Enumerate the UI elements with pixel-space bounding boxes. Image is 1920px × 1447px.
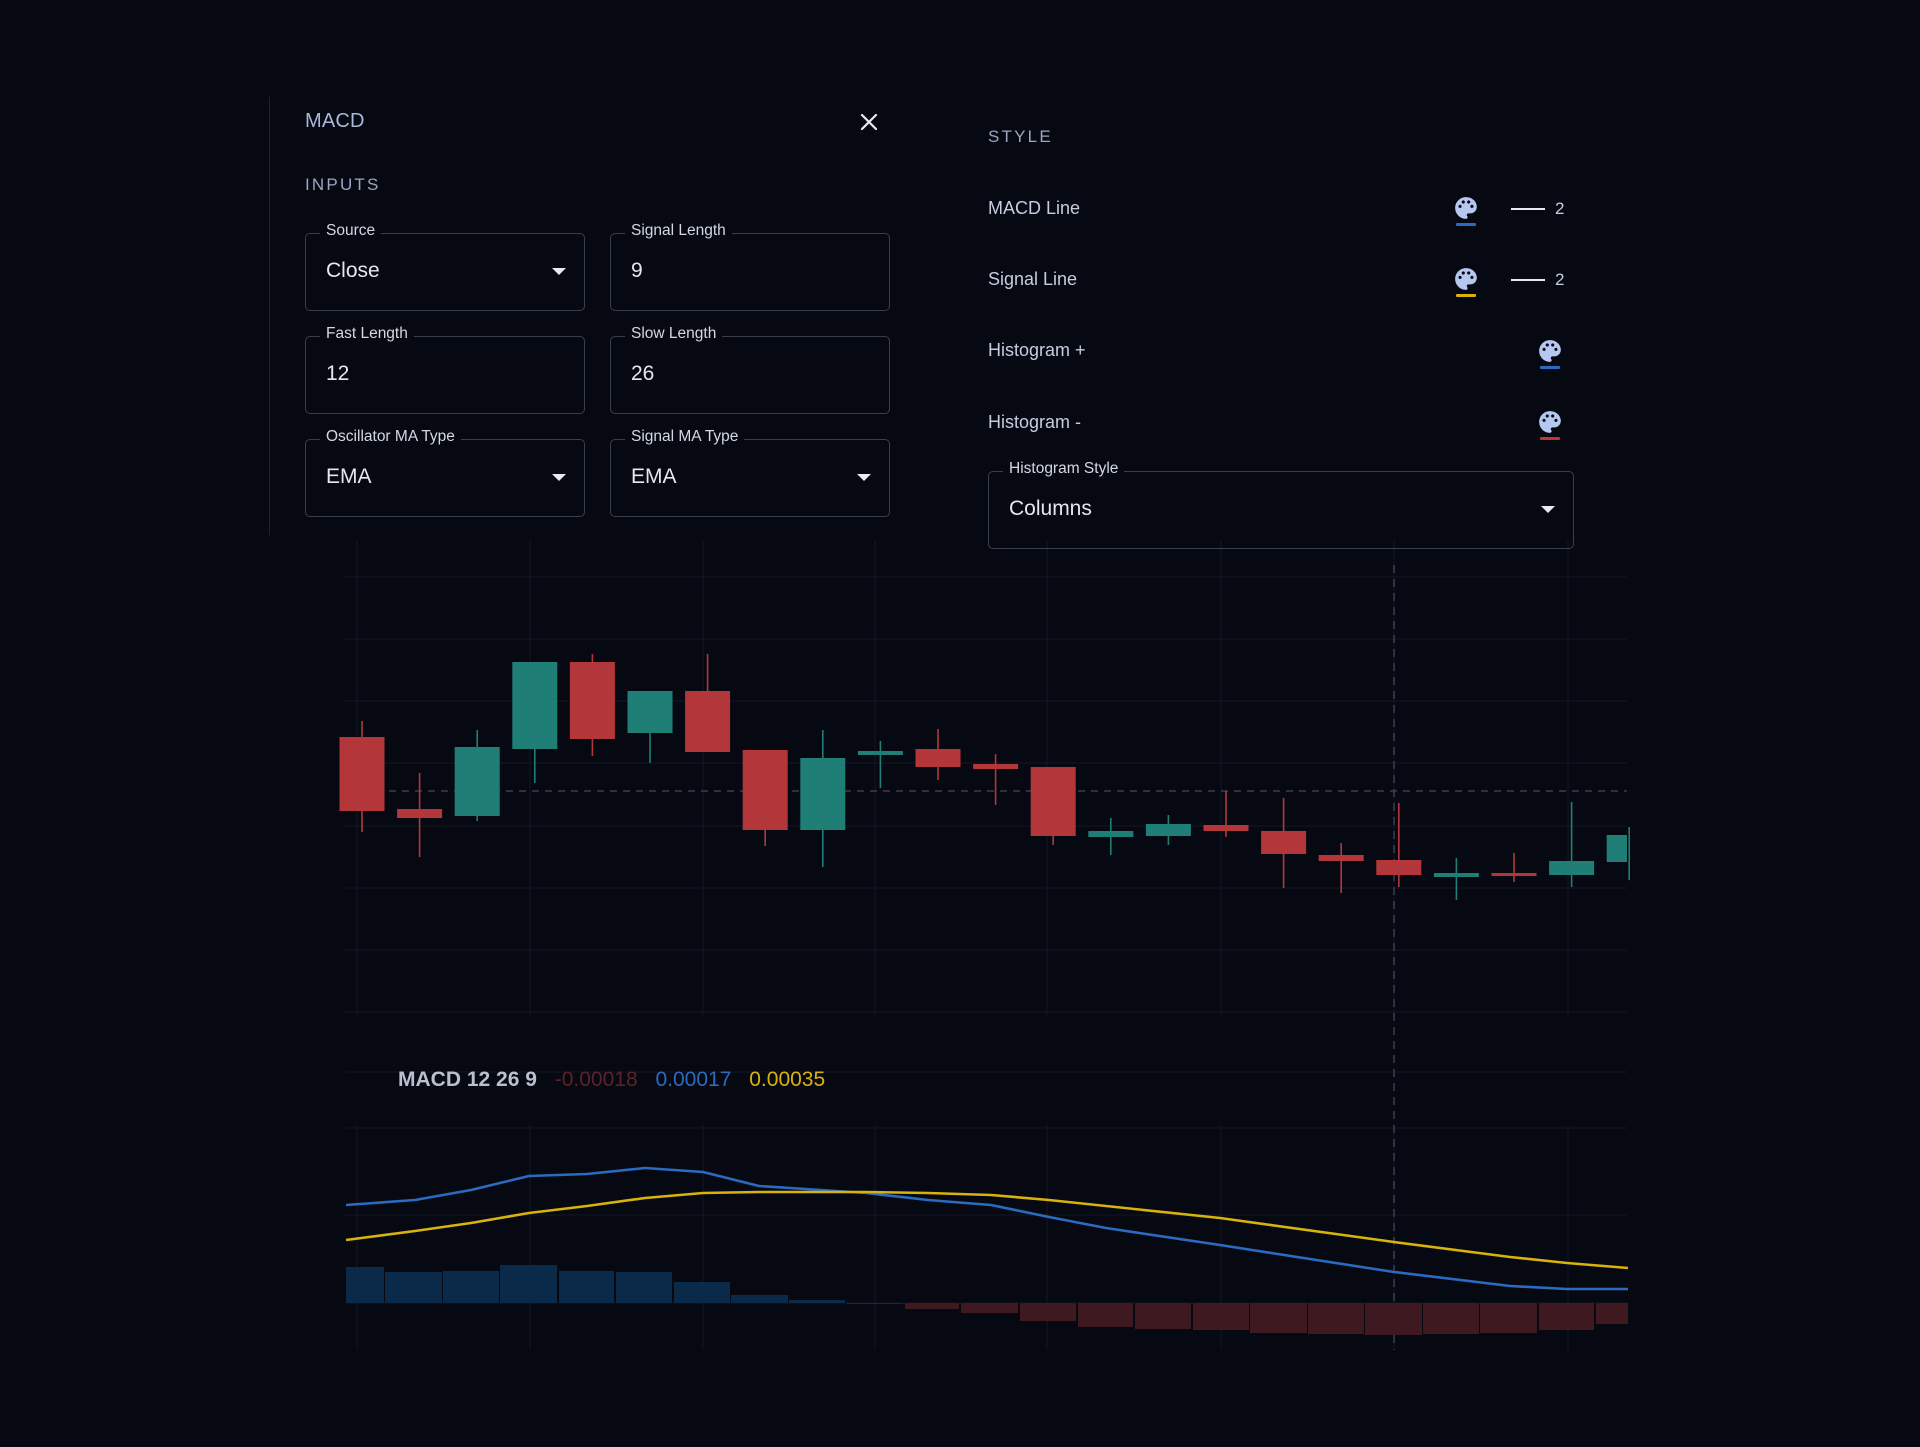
signal-ma-type-value: EMA xyxy=(631,465,677,488)
macd-line-width-value[interactable]: 2 xyxy=(1555,199,1565,218)
style-row-signal-line-label: Signal Line xyxy=(988,269,1078,289)
palette-icon xyxy=(1455,197,1477,219)
chevron-down-icon xyxy=(857,474,871,481)
palette-icon xyxy=(1455,268,1477,290)
palette-icon xyxy=(1539,411,1561,433)
macd-line-color-swatch xyxy=(1456,223,1476,226)
fast-length-label: Fast Length xyxy=(320,325,414,343)
dialog-title: MACD xyxy=(305,110,365,132)
histogram-style-select[interactable]: Histogram Style Columns xyxy=(988,460,1574,549)
legend-macd-value: 0.00017 xyxy=(655,1068,732,1091)
chevron-down-icon xyxy=(1541,506,1555,513)
slow-length-input[interactable]: Slow Length 26 xyxy=(610,325,890,414)
signal-length-input[interactable]: Signal Length 9 xyxy=(610,222,890,311)
palette-icon xyxy=(1539,340,1561,362)
oscillator-ma-type-select[interactable]: Oscillator MA Type EMA xyxy=(305,428,585,517)
slow-length-value: 26 xyxy=(631,362,655,385)
histogram-minus-color-button[interactable] xyxy=(1537,409,1563,443)
style-row-histogram-minus-label: Histogram - xyxy=(988,412,1082,432)
chevron-down-icon xyxy=(552,474,566,481)
fast-length-value: 12 xyxy=(326,362,350,385)
style-row-macd-line-label: MACD Line xyxy=(988,198,1081,218)
inputs-heading: INPUTS xyxy=(305,175,381,194)
histogram-minus-color-swatch xyxy=(1540,437,1560,440)
fast-length-input[interactable]: Fast Length 12 xyxy=(305,325,585,414)
signal-line-color-swatch xyxy=(1456,294,1476,297)
close-icon xyxy=(860,113,878,131)
signal-length-label: Signal Length xyxy=(625,222,732,240)
macd-line-width-icon[interactable] xyxy=(1511,208,1545,210)
legend-histogram-value: -0.00018 xyxy=(554,1068,638,1091)
slow-length-label: Slow Length xyxy=(625,325,723,343)
signal-line-width-icon[interactable] xyxy=(1511,279,1545,281)
signal-line-width-value[interactable]: 2 xyxy=(1555,270,1565,289)
source-label: Source xyxy=(320,222,382,240)
macd-legend: MACD 12 26 9 -0.00018 0.00017 0.00035 xyxy=(398,1068,837,1092)
close-button[interactable] xyxy=(856,109,882,135)
histogram-plus-color-swatch xyxy=(1540,366,1560,369)
signal-ma-type-select[interactable]: Signal MA Type EMA xyxy=(610,428,890,517)
histogram-style-label: Histogram Style xyxy=(1003,460,1125,478)
style-heading: STYLE xyxy=(988,127,1053,146)
source-select[interactable]: Source Close xyxy=(305,222,585,311)
legend-signal-value: 0.00035 xyxy=(749,1068,826,1091)
dialog-left-border xyxy=(269,97,270,535)
signal-length-value: 9 xyxy=(631,259,643,282)
source-value: Close xyxy=(326,259,380,282)
legend-indicator-name: MACD 12 26 9 xyxy=(398,1068,537,1091)
oscillator-ma-type-value: EMA xyxy=(326,465,372,488)
histogram-plus-color-button[interactable] xyxy=(1537,338,1563,372)
oscillator-ma-type-label: Oscillator MA Type xyxy=(320,428,461,446)
macd-line-color-button[interactable] xyxy=(1453,195,1479,229)
signal-line-color-button[interactable] xyxy=(1453,266,1479,300)
signal-ma-type-label: Signal MA Type xyxy=(625,428,745,446)
style-row-histogram-plus-label: Histogram + xyxy=(988,340,1086,360)
histogram-style-value: Columns xyxy=(1009,497,1092,520)
indicator-settings-dialog xyxy=(269,97,1589,537)
chevron-down-icon xyxy=(552,268,566,275)
